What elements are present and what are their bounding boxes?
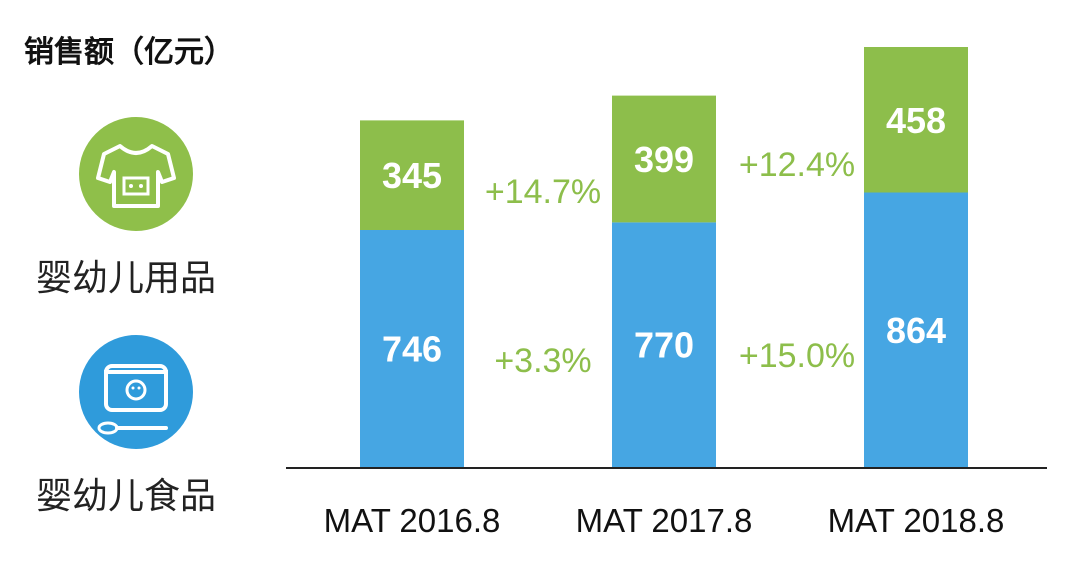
bar-food-1 (612, 222, 716, 467)
bar-food-2 (864, 192, 968, 467)
growth-label-food-1: +15.0% (739, 337, 855, 375)
chart-title: 销售额（亿元） (24, 35, 234, 70)
growth-label-food-0: +3.3% (494, 342, 591, 380)
data-label-products-2: 458 (886, 100, 946, 141)
x-tick-label-0: MAT 2016.8 (324, 502, 501, 539)
bar-products-2 (864, 47, 968, 193)
bar-products-1 (612, 95, 716, 223)
x-axis-ticks: MAT 2016.8 MAT 2017.8 MAT 2018.8 (324, 502, 1005, 539)
data-label-food-2: 864 (886, 310, 946, 351)
x-tick-label-1: MAT 2017.8 (576, 502, 753, 539)
data-label-food-0: 746 (382, 328, 442, 369)
bars-layer: 746 345 770 399 864 458 (360, 47, 968, 467)
data-label-food-1: 770 (634, 325, 694, 366)
growth-label-products-0: +14.7% (485, 173, 601, 211)
growth-annotations: +14.7% +3.3% +12.4% +15.0% (485, 146, 855, 380)
data-label-products-1: 399 (634, 139, 694, 180)
x-tick-label-2: MAT 2018.8 (828, 502, 1005, 539)
baby-onesie-icon (79, 117, 193, 231)
bar-products-0 (360, 120, 464, 230)
legend-item-products: 婴幼儿用品 (36, 117, 216, 299)
bar-food-0 (360, 229, 464, 467)
legend-item-food: 婴幼儿食品 (36, 335, 216, 517)
baby-food-bowl-icon (79, 335, 193, 449)
legend-label-products: 婴幼儿用品 (36, 258, 216, 299)
legend-label-food: 婴幼儿食品 (36, 476, 216, 517)
growth-label-products-1: +12.4% (739, 146, 855, 184)
data-label-products-0: 345 (382, 155, 442, 196)
